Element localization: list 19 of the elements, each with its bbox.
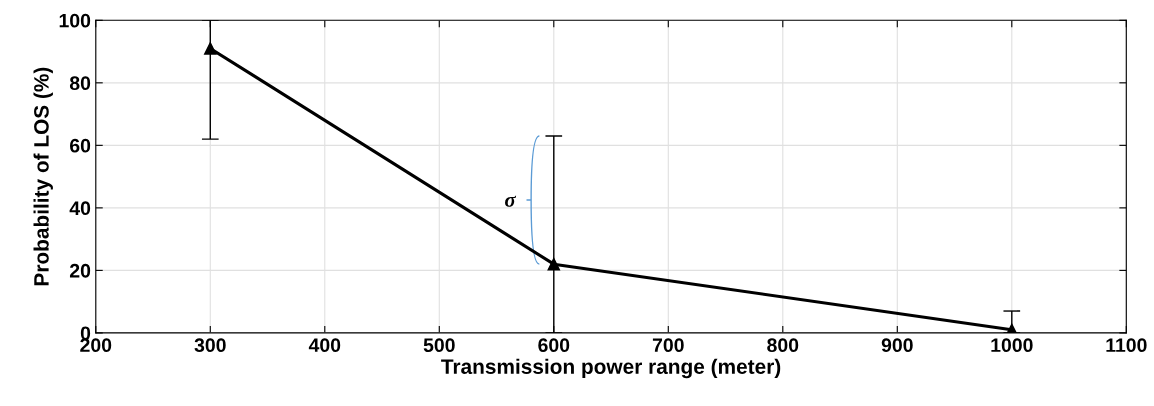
annotation: σ (505, 195, 517, 207)
x-axis-title: Transmission power range (meter) (441, 358, 781, 379)
x-tick-label: 600 (538, 338, 570, 353)
x-tick-label: 700 (652, 338, 684, 353)
x-tick-label: 300 (194, 338, 226, 353)
y-tick-label: 60 (70, 138, 91, 153)
y-tick-label: 20 (69, 263, 91, 278)
y-tick-label: 80 (69, 76, 91, 91)
x-tick-label: 400 (308, 338, 341, 353)
y-tick-label: 40 (69, 201, 91, 216)
x-tick-label: 1100 (1106, 338, 1147, 353)
x-tick-label: 1000 (991, 338, 1033, 353)
y-axis-title: Probability of LOS (%) (33, 67, 53, 286)
x-tick-label: 900 (881, 338, 913, 353)
y-tick-label: 100 (59, 13, 91, 28)
x-tick-label: 500 (423, 338, 455, 353)
point (547, 257, 561, 271)
point (204, 42, 217, 55)
x-tick-label: 800 (767, 338, 799, 353)
